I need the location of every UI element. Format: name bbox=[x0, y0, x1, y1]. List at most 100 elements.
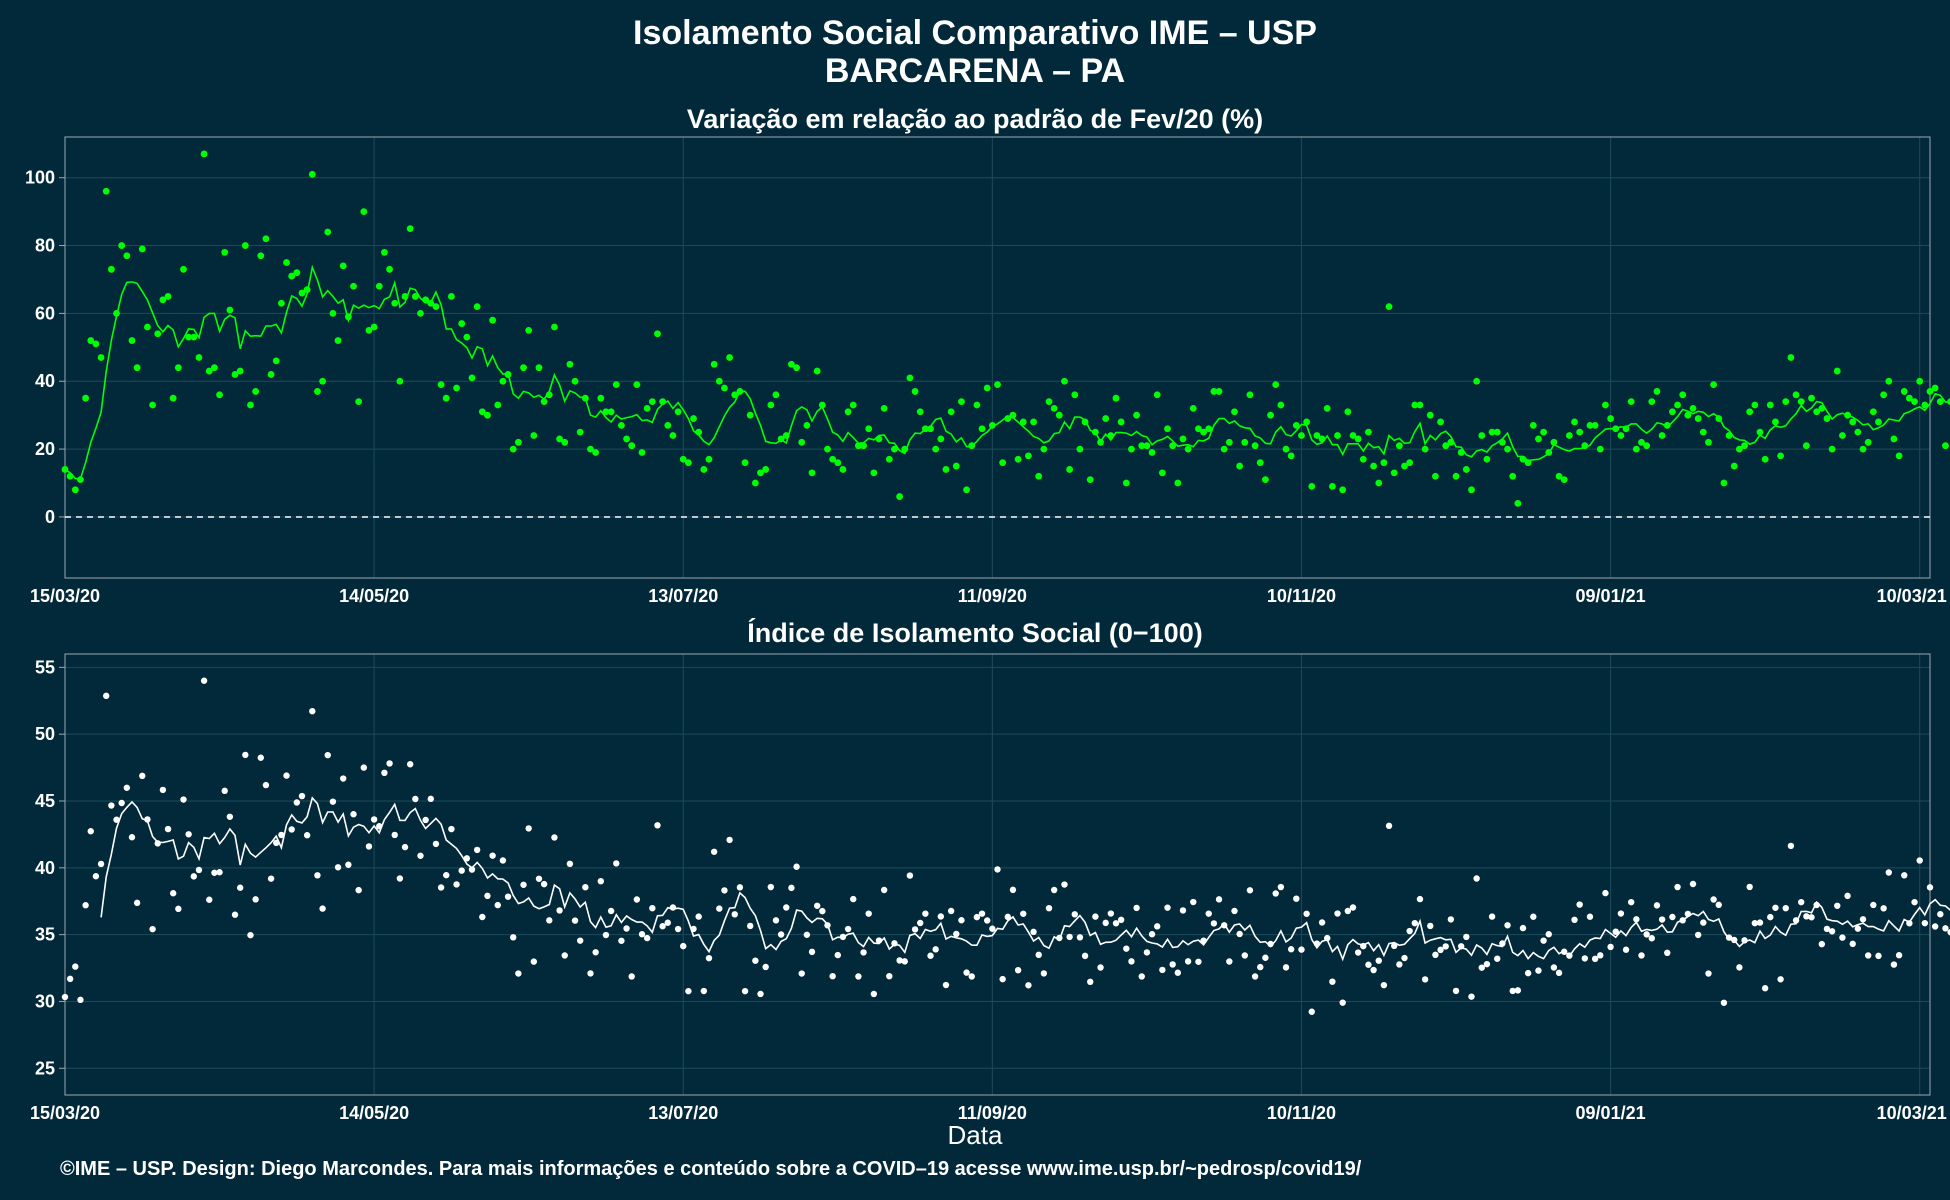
data-point bbox=[1911, 898, 1918, 906]
plot-frame bbox=[64, 136, 1931, 579]
data-point bbox=[216, 391, 223, 399]
data-point bbox=[221, 787, 228, 795]
data-point bbox=[1787, 842, 1795, 850]
data-point bbox=[226, 813, 234, 820]
data-point bbox=[1890, 435, 1898, 443]
data-point bbox=[1669, 408, 1676, 416]
data-point bbox=[314, 388, 321, 395]
data-point bbox=[1921, 401, 1929, 409]
data-point bbox=[1905, 394, 1913, 402]
data-point bbox=[1112, 920, 1120, 927]
data-point bbox=[211, 364, 218, 372]
data-point bbox=[540, 880, 548, 888]
data-point bbox=[1823, 415, 1831, 422]
data-point bbox=[1225, 438, 1233, 446]
data-point bbox=[1076, 934, 1084, 941]
data-point bbox=[1447, 916, 1455, 923]
data-point bbox=[267, 371, 275, 378]
data-point bbox=[824, 922, 831, 929]
data-point bbox=[839, 933, 847, 941]
data-point bbox=[643, 404, 651, 412]
data-point bbox=[1550, 438, 1558, 446]
data-point bbox=[576, 428, 584, 436]
data-point bbox=[77, 996, 84, 1004]
data-point bbox=[607, 408, 615, 416]
data-point bbox=[937, 913, 945, 920]
data-point bbox=[1380, 459, 1388, 467]
data-point bbox=[288, 826, 295, 833]
data-point bbox=[1725, 934, 1733, 941]
data-point bbox=[417, 852, 424, 859]
data-point bbox=[412, 795, 419, 803]
data-point bbox=[1854, 428, 1862, 436]
data-point bbox=[834, 951, 841, 959]
data-point bbox=[1344, 408, 1352, 416]
data-point bbox=[989, 925, 996, 932]
data-point bbox=[854, 442, 862, 450]
data-point bbox=[1545, 449, 1553, 456]
data-point bbox=[319, 377, 326, 385]
data-point bbox=[1597, 952, 1604, 959]
data-point bbox=[1117, 916, 1125, 924]
data-point bbox=[458, 320, 466, 327]
data-point bbox=[1329, 978, 1336, 985]
x-tick-label: 13/07/20 bbox=[648, 586, 718, 606]
data-point bbox=[983, 917, 991, 924]
data-point bbox=[1802, 442, 1810, 450]
panel-title-variation: Variação em relação ao padrão de Fev/20 … bbox=[686, 104, 1264, 134]
data-point bbox=[721, 887, 728, 894]
data-point bbox=[1215, 388, 1223, 395]
data-point bbox=[1328, 483, 1336, 490]
data-point bbox=[1499, 940, 1506, 947]
data-point bbox=[788, 884, 795, 892]
data-point bbox=[911, 926, 919, 933]
data-point bbox=[963, 969, 970, 976]
data-point bbox=[1766, 401, 1774, 409]
data-point bbox=[1478, 964, 1485, 971]
data-point bbox=[710, 360, 718, 368]
data-point bbox=[798, 438, 806, 446]
data-point bbox=[901, 958, 908, 965]
data-point bbox=[1808, 394, 1815, 402]
data-point bbox=[747, 922, 754, 930]
data-point bbox=[906, 374, 914, 382]
data-point bbox=[386, 265, 393, 273]
data-point bbox=[1859, 916, 1867, 923]
data-point bbox=[1560, 476, 1568, 484]
data-point bbox=[1215, 896, 1223, 903]
plot-frame bbox=[64, 653, 1931, 1096]
data-point bbox=[849, 401, 857, 409]
data-point bbox=[1401, 954, 1408, 962]
data-point bbox=[1488, 913, 1496, 920]
data-point bbox=[1055, 411, 1063, 419]
data-point bbox=[576, 937, 584, 944]
data-point bbox=[1885, 377, 1893, 385]
data-point bbox=[1555, 472, 1563, 480]
data-point bbox=[1323, 404, 1331, 412]
x-tick-label: 11/09/20 bbox=[958, 1103, 1027, 1123]
data-point bbox=[1411, 401, 1419, 409]
data-point bbox=[1112, 394, 1120, 402]
data-point bbox=[1756, 919, 1764, 926]
data-point bbox=[149, 925, 156, 933]
data-point bbox=[195, 354, 203, 361]
data-point bbox=[422, 816, 429, 824]
data-point bbox=[447, 293, 455, 300]
data-point bbox=[1674, 401, 1681, 409]
data-point bbox=[1251, 442, 1259, 450]
data-point bbox=[1020, 910, 1027, 917]
data-point bbox=[1937, 910, 1944, 918]
data-point bbox=[1803, 913, 1810, 920]
data-point bbox=[844, 925, 852, 933]
data-point bbox=[494, 901, 501, 909]
data-point bbox=[623, 925, 630, 932]
data-point bbox=[654, 330, 661, 338]
data-point bbox=[1591, 421, 1599, 429]
data-point bbox=[226, 306, 234, 314]
x-tick-label: 09/01/21 bbox=[1576, 586, 1646, 606]
data-point bbox=[994, 381, 1001, 389]
data-point bbox=[1633, 916, 1640, 923]
data-point bbox=[360, 764, 368, 771]
data-point bbox=[1849, 940, 1856, 948]
data-point bbox=[999, 975, 1006, 983]
